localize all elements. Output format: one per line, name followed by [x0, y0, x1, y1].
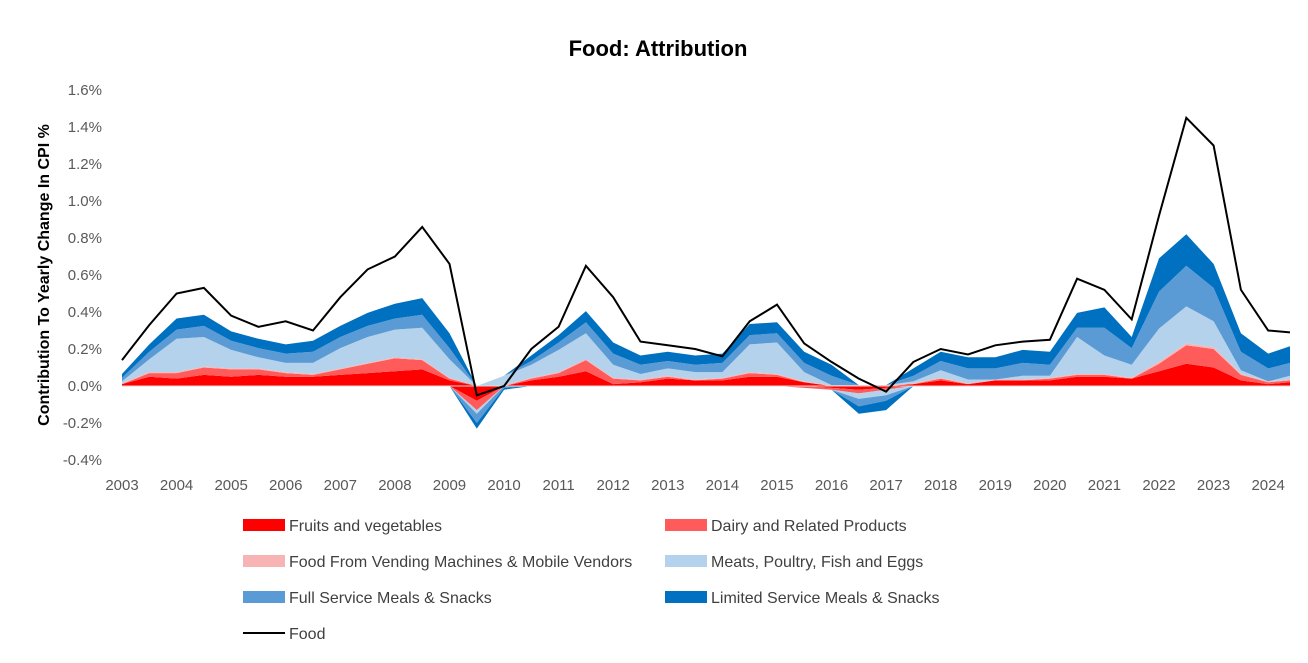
legend-swatch-food-from-vending-machines-mobile-vendors: [243, 555, 285, 567]
legend-label-limited-service-meals-snacks: Limited Service Meals & Snacks: [711, 590, 940, 607]
x-tick-label: 2004: [160, 477, 193, 494]
y-tick-label: 0.0%: [68, 378, 102, 395]
x-tick-label: 2005: [214, 477, 247, 494]
x-tick-label: 2014: [706, 477, 739, 494]
chart-title: Food: Attribution: [569, 36, 748, 61]
x-tick-label: 2006: [269, 477, 302, 494]
x-tick-label: 2019: [979, 477, 1012, 494]
x-axis-ticks: 2003 2004 2005 2006 2007 2008 2009 2010 2011 2012…: [105, 477, 1285, 494]
y-tick-label: 0.4%: [68, 304, 102, 321]
legend-label-dairy-and-related-products: Dairy and Related Products: [711, 518, 907, 535]
y-tick-label: 1.2%: [68, 156, 102, 173]
y-tick-label: 1.0%: [68, 193, 102, 210]
x-tick-label: 2011: [543, 477, 575, 494]
legend-swatch-dairy-and-related-products: [665, 519, 707, 531]
x-tick-label: 2012: [597, 477, 630, 494]
legend-label-food-from-vending-machines-mobile-vendors: Food From Vending Machines & Mobile Vend…: [289, 554, 632, 571]
x-tick-label: 2009: [433, 477, 466, 494]
y-tick-label: 0.6%: [68, 267, 102, 284]
legend-label-full-service-meals-snacks: Full Service Meals & Snacks: [289, 590, 492, 607]
area-dairy-and-related-products-neg: [122, 386, 1290, 411]
x-tick-label: 2017: [869, 477, 902, 494]
x-tick-label: 2024: [1251, 477, 1284, 494]
legend-label-fruits-and-vegetables: Fruits and vegetables: [289, 518, 442, 535]
legend: Fruits and vegetables Dairy and Related P…: [243, 518, 940, 643]
x-tick-label: 2021: [1088, 477, 1121, 494]
y-tick-label: 0.8%: [68, 230, 102, 247]
legend-label-food: Food: [289, 626, 325, 643]
x-tick-label: 2023: [1197, 477, 1230, 494]
x-tick-label: 2016: [815, 477, 848, 494]
legend-swatch-meats-poultry-fish-and-eggs: [665, 555, 707, 567]
y-tick-label: -0.2%: [63, 415, 102, 432]
legend-swatch-full-service-meals-snacks: [243, 591, 285, 603]
y-tick-label: -0.4%: [63, 452, 102, 469]
y-axis-ticks: -0.4% -0.2% 0.0% 0.2% 0.4% 0.6% 0.8% 1.0% 1.2% 1.…: [63, 82, 102, 469]
legend-swatch-limited-service-meals-snacks: [665, 591, 707, 603]
stacked-areas: [122, 234, 1290, 429]
area-meats-poultry-fish-and-eggs-pos: [122, 306, 1290, 386]
area-meats-poultry-fish-and-eggs-neg: [122, 386, 1290, 414]
x-tick-label: 2007: [324, 477, 357, 494]
legend-label-meats-poultry-fish-and-eggs: Meats, Poultry, Fish and Eggs: [711, 554, 923, 571]
area-food-from-vending-machines-mobile-vendors-neg: [122, 386, 1290, 411]
area-full-service-meals-snacks-neg: [122, 386, 1290, 423]
area-limited-service-meals-snacks-pos: [122, 234, 1290, 386]
legend-swatch-fruits-and-vegetables: [243, 519, 285, 531]
x-tick-label: 2018: [924, 477, 957, 494]
x-tick-label: 2015: [760, 477, 793, 494]
x-tick-label: 2008: [378, 477, 411, 494]
y-tick-label: 1.4%: [68, 119, 102, 136]
x-tick-label: 2020: [1033, 477, 1066, 494]
area-limited-service-meals-snacks-neg: [122, 386, 1290, 429]
x-tick-label: 2013: [651, 477, 684, 494]
food-line: [121, 115, 1291, 397]
y-tick-label: 1.6%: [68, 82, 102, 99]
x-tick-label: 2003: [105, 477, 138, 494]
area-fruits-and-vegetables-neg: [122, 386, 1290, 401]
x-tick-label: 2010: [487, 477, 520, 494]
y-axis-label: Contribution To Yearly Change In CPI %: [36, 124, 53, 426]
area-fruits-and-vegetables-pos: [122, 363, 1290, 386]
x-tick-label: 2022: [1142, 477, 1175, 494]
y-tick-label: 0.2%: [68, 341, 102, 358]
